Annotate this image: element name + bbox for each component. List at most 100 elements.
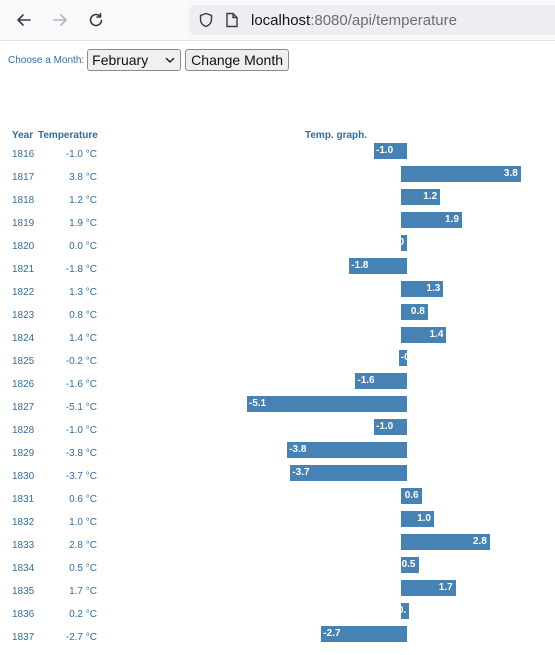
- temperature-bar: 0: [401, 235, 407, 251]
- bar-value-label: 1.3: [426, 283, 441, 294]
- temperature-bar: 0.8: [401, 304, 428, 320]
- year-cell: 1817: [12, 172, 35, 183]
- year-cell: 1825: [12, 356, 35, 367]
- year-column-header: Year: [12, 130, 34, 141]
- year-cell: 1820: [12, 241, 35, 252]
- year-cell: 1819: [12, 218, 35, 229]
- temperature-cell: 3.8 °C: [69, 172, 97, 183]
- graph-column-header: Temp. graph.: [305, 130, 368, 141]
- bar-value-label: -5.1: [248, 398, 267, 409]
- temperature-bar: 3.8: [401, 166, 521, 182]
- temperature-bar: -1.8: [349, 258, 407, 274]
- temperature-cell: -2.7 °C: [65, 632, 97, 643]
- table-row: 1833 2.8 °C 2.8: [0, 534, 555, 563]
- year-cell: 1821: [12, 264, 35, 275]
- bar-value-label: -1.8: [351, 260, 369, 271]
- reload-icon: [89, 12, 103, 27]
- month-select-value: February: [92, 52, 149, 68]
- year-cell: 1818: [12, 195, 35, 206]
- url-host: localhost: [251, 12, 311, 29]
- temperature-cell: 1.0 °C: [69, 517, 97, 528]
- temperature-cell: 1.2 °C: [69, 195, 97, 206]
- change-month-button[interactable]: Change Month: [185, 49, 290, 71]
- year-cell: 1834: [12, 563, 35, 574]
- shield-icon: [199, 12, 213, 28]
- year-cell: 1833: [12, 540, 35, 551]
- month-select[interactable]: February: [87, 49, 182, 71]
- year-cell: 1822: [12, 287, 35, 298]
- year-cell: 1828: [12, 425, 35, 436]
- table-row: 1818 1.2 °C 1.2: [0, 189, 555, 218]
- temperature-cell: 0.2 °C: [69, 609, 97, 620]
- table-row: 1820 0.0 °C 0: [0, 235, 555, 264]
- month-label: Choose a Month:: [8, 54, 85, 66]
- temperature-cell: -1.6 °C: [65, 379, 97, 390]
- table-row: 1823 0.8 °C 0.8: [0, 304, 555, 333]
- temperature-bar: -3.7: [290, 465, 407, 481]
- table-row: 1817 3.8 °C 3.8: [0, 166, 555, 195]
- forward-button[interactable]: [47, 8, 73, 32]
- temperature-bar: 1.0: [401, 511, 434, 527]
- back-button[interactable]: [11, 8, 37, 32]
- bar-value-label: 0: [401, 237, 404, 248]
- year-cell: 1832: [12, 517, 35, 528]
- temperature-bar: 1.9: [401, 212, 462, 228]
- bar-value-label: 1.9: [444, 214, 459, 225]
- temperature-bar: -1.6: [355, 373, 407, 389]
- temperature-cell: 0.5 °C: [69, 563, 97, 574]
- table-row: 1826 -1.6 °C -1.6: [0, 373, 555, 402]
- year-cell: 1826: [12, 379, 35, 390]
- table-row: 1830 -3.7 °C -3.7: [0, 465, 555, 494]
- temperature-bar: 0.5: [401, 557, 419, 573]
- table-row: 1821 -1.8 °C -1.8: [0, 258, 555, 287]
- month-controls: Choose a Month: February Change Month: [8, 48, 290, 72]
- bar-value-label: 0.5: [401, 559, 416, 570]
- bar-value-label: 2.8: [472, 536, 487, 547]
- temperature-cell: -5.1 °C: [65, 402, 97, 413]
- temperature-cell: -1.0 °C: [65, 425, 97, 436]
- temperature-cell: 0.8 °C: [69, 310, 97, 321]
- temperature-bar: -2.7: [321, 626, 407, 642]
- temperature-column-header: Temperature: [38, 130, 98, 141]
- year-cell: 1823: [12, 310, 35, 321]
- temperature-cell: 0.6 °C: [69, 494, 97, 505]
- table-row: 1825 -0.2 °C -0: [0, 350, 555, 379]
- table-row: 1829 -3.8 °C -3.8: [0, 442, 555, 471]
- temperature-bar: 1.2: [401, 189, 441, 205]
- temperature-bar: -1.0: [374, 419, 407, 435]
- url-path: :8080/api/temperature: [310, 12, 457, 29]
- table-row: 1836 0.2 °C 0.: [0, 603, 555, 632]
- table-row: 1827 -5.1 °C -5.1: [0, 396, 555, 425]
- year-cell: 1836: [12, 609, 35, 620]
- temperature-bar: -0: [398, 350, 407, 366]
- year-cell: 1829: [12, 448, 35, 459]
- temperature-bar: 1.7: [401, 580, 456, 596]
- temperature-cell: -0.2 °C: [65, 356, 97, 367]
- bar-value-label: 0.: [401, 605, 407, 616]
- table-row: 1834 0.5 °C 0.5: [0, 557, 555, 586]
- bar-value-label: 1.4: [429, 329, 444, 340]
- table-row: 1824 1.4 °C 1.4: [0, 327, 555, 356]
- bar-value-label: -1.0: [376, 421, 394, 432]
- bar-value-label: -0: [400, 352, 407, 363]
- reload-button[interactable]: [83, 8, 109, 32]
- temperature-cell: 2.8 °C: [69, 540, 97, 551]
- temperature-bar: 0.: [401, 603, 410, 619]
- temperature-bar: -3.8: [287, 442, 407, 458]
- table-row: 1831 0.6 °C 0.6: [0, 488, 555, 517]
- temperature-cell: -1.0 °C: [65, 149, 97, 160]
- bar-value-label: -3.8: [289, 444, 307, 455]
- bar-value-label: -3.7: [292, 467, 310, 478]
- bar-value-label: -1.0: [376, 145, 394, 156]
- temperature-cell: -3.7 °C: [65, 471, 97, 482]
- browser-toolbar: localhost:8080/api/temperature: [0, 0, 555, 41]
- address-bar[interactable]: localhost:8080/api/temperature: [189, 5, 555, 35]
- bar-value-label: 1.7: [438, 582, 453, 593]
- chevron-down-icon: [165, 57, 175, 63]
- temperature-cell: -1.8 °C: [65, 264, 97, 275]
- url-text: localhost:8080/api/temperature: [251, 12, 457, 29]
- page-icon: [226, 12, 238, 28]
- table-row: 1832 1.0 °C 1.0: [0, 511, 555, 540]
- temperature-bar: 1.3: [401, 281, 444, 297]
- bar-value-label: 1.0: [417, 513, 431, 524]
